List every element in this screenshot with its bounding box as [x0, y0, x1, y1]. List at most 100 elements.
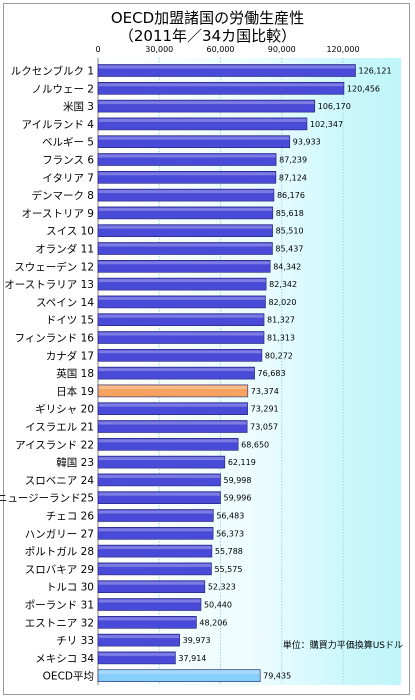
bar: [97, 171, 277, 184]
bar-shine: [98, 118, 307, 122]
bar-shine: [98, 225, 273, 229]
category-label: 英国 18: [56, 367, 94, 380]
bar: [97, 615, 197, 629]
bar: [97, 598, 202, 611]
category-label: スペイン 14: [36, 297, 94, 309]
bar-shine: [98, 154, 276, 158]
value-label: 68,650: [241, 440, 269, 449]
bar-shine: [98, 563, 211, 567]
value-label: 59,998: [223, 476, 251, 485]
bar: [97, 331, 265, 344]
bar-shine: [98, 332, 264, 336]
value-label: 85,618: [276, 209, 304, 218]
category-label: ポーランド 31: [25, 600, 94, 612]
bar: [97, 313, 265, 327]
category-label: 韓国 23: [56, 457, 94, 469]
category-label: スウェーデン 12: [14, 260, 94, 273]
category-label: フィンランド 16: [15, 333, 95, 345]
bar-shine: [98, 635, 180, 639]
bar: [97, 224, 273, 237]
bar: [97, 188, 275, 202]
bar-shine: [98, 510, 213, 514]
category-label: オーストラリア 13: [4, 279, 94, 291]
category-label: チリ 33: [56, 635, 94, 647]
bar: [97, 117, 308, 131]
category-label: スロベニア 24: [25, 475, 95, 487]
bar-shine: [98, 296, 265, 300]
bar-shine: [98, 652, 175, 656]
category-label: 米国 3: [63, 100, 94, 113]
bar: [97, 669, 261, 683]
bar-shine: [98, 474, 220, 478]
bar: [97, 562, 212, 576]
bar: [97, 455, 226, 469]
bar: [97, 402, 248, 416]
bar: [97, 82, 345, 95]
bar-shine: [98, 368, 255, 372]
bar: [97, 99, 316, 113]
value-label: 87,124: [279, 173, 307, 182]
bar: [97, 348, 263, 362]
value-label: 55,575: [214, 565, 242, 574]
chart-title: OECD加盟諸国の労働生産性: [110, 9, 305, 27]
bar-shine: [98, 172, 276, 176]
category-label: アイルランド 4: [22, 119, 95, 131]
value-label: 55,788: [215, 547, 243, 556]
bar-shine: [98, 617, 196, 621]
bar: [97, 64, 356, 77]
category-label: スロバキア 29: [25, 564, 94, 576]
value-label: 48,206: [199, 618, 227, 627]
bar-shine: [98, 65, 355, 69]
value-label: 106,170: [318, 102, 351, 111]
bar-shine: [98, 101, 315, 105]
category-label: デンマーク 8: [31, 189, 94, 202]
category-label: カナダ 17: [46, 349, 94, 362]
bar-shine: [98, 350, 262, 354]
x-tick-label: 90,000: [268, 45, 296, 54]
bar-shine: [98, 546, 212, 550]
bar-shine: [98, 314, 264, 318]
bar: [97, 277, 267, 291]
category-label: チェコ 26: [46, 511, 95, 523]
bar-shine: [98, 581, 205, 585]
bar: [97, 544, 213, 558]
bar: [97, 526, 214, 540]
value-label: 120,456: [347, 84, 380, 93]
value-label: 102,347: [310, 120, 343, 129]
value-label: 126,121: [358, 67, 391, 76]
bar: [97, 420, 248, 433]
bar-shine: [98, 261, 270, 265]
bar-shine: [98, 670, 260, 674]
bar: [97, 206, 274, 220]
category-label: OECD平均: [43, 671, 94, 683]
category-label: ルクセンブルク 1: [11, 65, 94, 78]
value-label: 73,057: [250, 423, 278, 432]
value-label: 52,323: [208, 583, 236, 592]
bar: [97, 437, 239, 451]
chart-subtitle: （2011年／34カ国比較）: [118, 27, 297, 45]
value-label: 93,933: [293, 138, 321, 147]
bar-shine: [98, 279, 266, 283]
bar: [97, 580, 206, 594]
value-label: 87,239: [279, 156, 307, 165]
category-label: オランダ 11: [35, 243, 94, 256]
category-label: スイス 10: [46, 226, 94, 238]
value-label: 85,437: [275, 245, 303, 254]
value-label: 56,373: [216, 529, 244, 538]
bar-shine: [98, 528, 213, 532]
value-label: 85,510: [276, 227, 304, 236]
x-tick-label: 120,000: [326, 45, 359, 54]
unit-note: 単位：購買力平価換算USドル: [283, 639, 403, 651]
category-label: ドイツ 15: [46, 315, 94, 327]
bar: [97, 366, 255, 380]
bar-shine: [98, 492, 220, 496]
category-label: オーストリア 9: [22, 208, 95, 220]
category-label: ニュージーランド25: [0, 493, 94, 505]
bar-shine: [98, 439, 238, 443]
value-label: 73,374: [251, 387, 279, 396]
bar-shine: [98, 599, 201, 603]
value-label: 62,119: [228, 458, 256, 467]
bar-shine: [98, 207, 273, 211]
value-label: 86,176: [277, 191, 305, 200]
